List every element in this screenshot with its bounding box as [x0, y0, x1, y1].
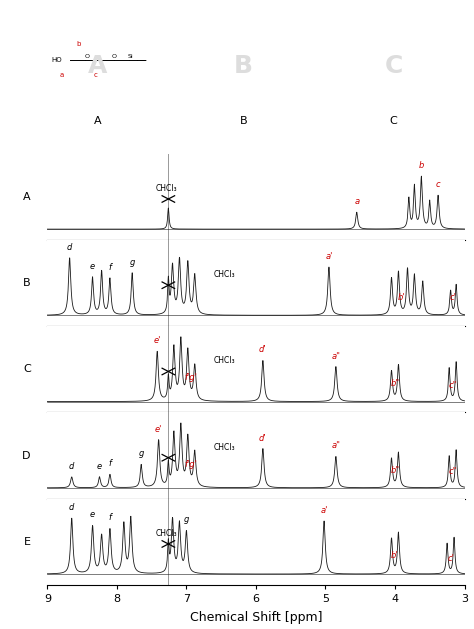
- Text: a": a": [331, 352, 340, 360]
- Text: CHCl₃: CHCl₃: [156, 529, 177, 538]
- Text: e: e: [97, 462, 102, 470]
- Text: d': d': [259, 345, 267, 355]
- Text: A: A: [88, 54, 107, 78]
- Text: c": c": [448, 467, 457, 476]
- Text: g: g: [129, 258, 135, 267]
- Text: b: b: [76, 41, 81, 47]
- Text: e: e: [90, 511, 95, 520]
- Text: Si: Si: [128, 54, 134, 59]
- Text: C: C: [384, 54, 403, 78]
- Text: c': c': [450, 294, 457, 303]
- Text: b": b": [391, 379, 400, 388]
- Text: O: O: [112, 54, 117, 59]
- Text: B: B: [240, 116, 247, 126]
- Text: g: g: [184, 516, 189, 525]
- Text: c: c: [93, 72, 97, 78]
- Text: g: g: [138, 449, 144, 459]
- Text: A: A: [94, 116, 101, 126]
- Text: d: d: [69, 462, 74, 471]
- Text: a": a": [331, 442, 340, 450]
- Text: a: a: [354, 197, 359, 206]
- Text: f: f: [109, 459, 111, 468]
- Text: f'g': f'g': [185, 374, 198, 382]
- Text: O: O: [84, 54, 90, 59]
- Text: c': c': [447, 554, 454, 562]
- Text: b: b: [419, 161, 424, 170]
- Text: b': b': [398, 292, 406, 302]
- Text: c: c: [436, 180, 440, 189]
- Text: e': e': [155, 425, 162, 433]
- Text: e': e': [154, 337, 161, 345]
- Text: c": c": [448, 381, 457, 389]
- Text: CHCl₃: CHCl₃: [214, 443, 235, 452]
- Text: d': d': [259, 433, 267, 443]
- Text: b': b': [391, 551, 399, 560]
- Text: f: f: [109, 513, 111, 523]
- Text: f'g': f'g': [185, 460, 198, 469]
- Text: d: d: [69, 503, 74, 512]
- Text: —: —: [140, 57, 147, 64]
- Text: CHCl₃: CHCl₃: [214, 270, 235, 279]
- Text: f: f: [109, 263, 111, 272]
- Text: a': a': [325, 252, 333, 261]
- Text: C: C: [390, 116, 398, 126]
- Text: B: B: [234, 54, 253, 78]
- Text: b": b": [391, 466, 400, 475]
- Text: E: E: [24, 537, 31, 547]
- Text: B: B: [23, 278, 31, 288]
- Text: d: d: [67, 243, 73, 252]
- Text: e: e: [90, 262, 95, 270]
- Text: a: a: [60, 72, 64, 78]
- X-axis label: Chemical Shift [ppm]: Chemical Shift [ppm]: [190, 611, 322, 624]
- Text: A: A: [23, 192, 31, 202]
- Text: a': a': [320, 506, 328, 515]
- Text: CHCl₃: CHCl₃: [156, 184, 177, 193]
- Text: D: D: [22, 450, 31, 460]
- Text: C: C: [23, 364, 31, 374]
- Text: HO: HO: [52, 57, 62, 64]
- Text: CHCl₃: CHCl₃: [214, 357, 235, 365]
